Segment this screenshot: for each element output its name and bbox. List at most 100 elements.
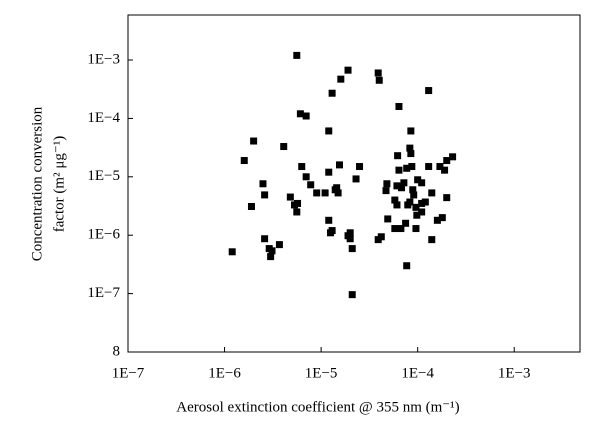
- point: [443, 194, 451, 202]
- point: [433, 216, 441, 224]
- point: [391, 225, 399, 233]
- point: [400, 179, 408, 187]
- point: [418, 199, 426, 207]
- y-tick-label: 1E−7: [87, 285, 120, 301]
- point: [377, 233, 385, 241]
- x-tick-label: 1E−3: [498, 365, 531, 381]
- point: [334, 189, 342, 197]
- point: [335, 161, 343, 169]
- point: [397, 184, 405, 192]
- point: [402, 219, 410, 227]
- point: [412, 225, 420, 233]
- point: [250, 137, 258, 145]
- point: [325, 216, 333, 224]
- point: [313, 189, 321, 197]
- point: [337, 75, 345, 83]
- y-tick-label: 1E−4: [87, 110, 120, 126]
- point: [280, 143, 288, 151]
- x-tick-label: 1E−6: [208, 365, 241, 381]
- point: [410, 191, 418, 199]
- point: [403, 164, 411, 172]
- point: [394, 152, 402, 160]
- point: [407, 150, 415, 158]
- point: [425, 163, 433, 171]
- point: [267, 253, 275, 261]
- point: [293, 51, 301, 59]
- point: [346, 229, 354, 237]
- plot-frame: [127, 14, 581, 353]
- point: [395, 102, 403, 110]
- point: [449, 153, 457, 161]
- point: [333, 184, 341, 192]
- point: [374, 69, 382, 77]
- x-tick-label: 1E−5: [305, 365, 338, 381]
- point: [259, 180, 267, 188]
- y-axis-label: Concentration conversion factor (m² μg⁻¹…: [29, 106, 67, 261]
- point: [302, 112, 310, 120]
- point: [346, 235, 354, 243]
- point: [397, 225, 405, 233]
- point: [275, 241, 283, 249]
- point: [240, 157, 248, 165]
- point: [375, 76, 383, 84]
- point: [268, 247, 276, 255]
- point: [425, 87, 433, 95]
- y-tick-label: 1E−3: [87, 51, 120, 67]
- point: [436, 163, 444, 171]
- point: [441, 166, 449, 174]
- point: [428, 236, 436, 244]
- x-tick-label: 1E−7: [112, 365, 145, 381]
- point: [286, 193, 294, 201]
- point: [406, 144, 414, 152]
- point: [409, 186, 417, 194]
- point: [302, 173, 310, 181]
- point: [298, 163, 306, 171]
- point: [414, 176, 422, 184]
- point: [413, 211, 421, 219]
- point: [348, 291, 356, 299]
- point: [325, 127, 333, 135]
- point: [247, 203, 255, 211]
- point: [403, 262, 411, 270]
- y-tick-label: 8: [113, 343, 121, 359]
- x-axis-label: Aerosol extinction coefficient @ 355 nm …: [176, 399, 459, 415]
- point: [293, 208, 301, 216]
- point: [356, 163, 364, 171]
- point: [393, 182, 401, 190]
- point: [428, 189, 436, 197]
- point: [228, 248, 236, 256]
- point: [348, 245, 356, 253]
- point: [391, 196, 399, 204]
- y-tick-label: 1E−5: [87, 168, 120, 184]
- point: [344, 66, 352, 74]
- point: [294, 199, 302, 207]
- point: [325, 168, 333, 176]
- point: [328, 89, 336, 97]
- point: [406, 198, 414, 206]
- point: [393, 201, 401, 209]
- point: [261, 191, 269, 199]
- point: [412, 203, 420, 211]
- point: [408, 163, 416, 171]
- point: [383, 180, 391, 188]
- y-axis-label-line: factor (m² μg⁻¹): [51, 136, 67, 233]
- point: [384, 215, 392, 223]
- point: [418, 179, 426, 187]
- point: [328, 227, 336, 235]
- y-axis-label-line: Concentration conversion: [29, 106, 45, 261]
- point: [418, 208, 426, 216]
- point: [407, 127, 415, 135]
- point: [438, 214, 446, 222]
- y-tick-label: 1E−6: [87, 227, 120, 243]
- x-tick-label: 1E−4: [401, 365, 434, 381]
- point: [321, 189, 329, 197]
- point: [421, 198, 429, 206]
- point: [395, 166, 403, 174]
- point: [307, 181, 315, 189]
- point: [352, 175, 360, 183]
- point: [296, 110, 304, 118]
- point: [443, 157, 451, 165]
- point: [261, 235, 269, 243]
- point: [382, 187, 390, 195]
